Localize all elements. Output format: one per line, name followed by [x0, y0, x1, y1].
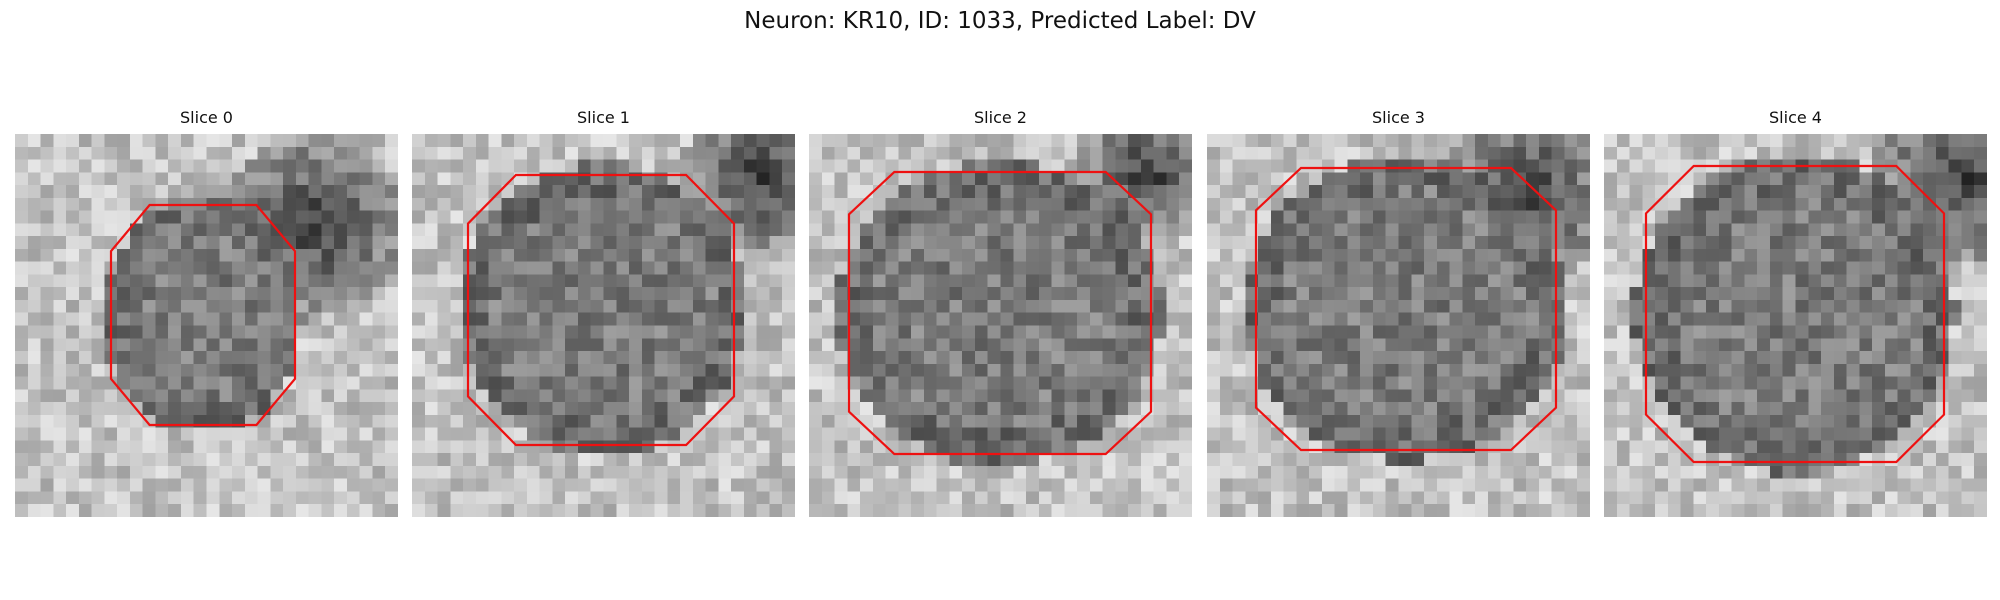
pixel-grid [15, 134, 398, 517]
slice-title-3: Slice 3 [1372, 108, 1425, 127]
roi-contour-1 [466, 173, 736, 447]
slice-image-2 [809, 134, 1192, 517]
slice-title-0: Slice 0 [180, 108, 233, 127]
roi-contour-4 [1644, 164, 1946, 464]
slice-image-3 [1207, 134, 1590, 517]
slice-image-1 [412, 134, 795, 517]
pixel-grid [1604, 134, 1987, 517]
slice-image-0 [15, 134, 398, 517]
slice-title-2: Slice 2 [974, 108, 1027, 127]
roi-contour-2 [847, 170, 1153, 456]
slice-title-4: Slice 4 [1769, 108, 1822, 127]
slice-panel-4: Slice 4 [1604, 108, 1987, 518]
roi-contour-3 [1254, 166, 1558, 452]
pixel-grid [809, 134, 1192, 517]
figure-title: Neuron: KR10, ID: 1033, Predicted Label:… [744, 8, 1256, 34]
slice-panel-3: Slice 3 [1207, 108, 1590, 518]
slice-image-4 [1604, 134, 1987, 517]
slice-panel-1: Slice 1 [412, 108, 795, 518]
slice-panel-2: Slice 2 [809, 108, 1192, 518]
roi-contour-0 [109, 203, 297, 427]
slice-panel-0: Slice 0 [15, 108, 398, 518]
pixel-grid [412, 134, 795, 517]
slice-title-1: Slice 1 [577, 108, 630, 127]
pixel-grid [1207, 134, 1590, 517]
